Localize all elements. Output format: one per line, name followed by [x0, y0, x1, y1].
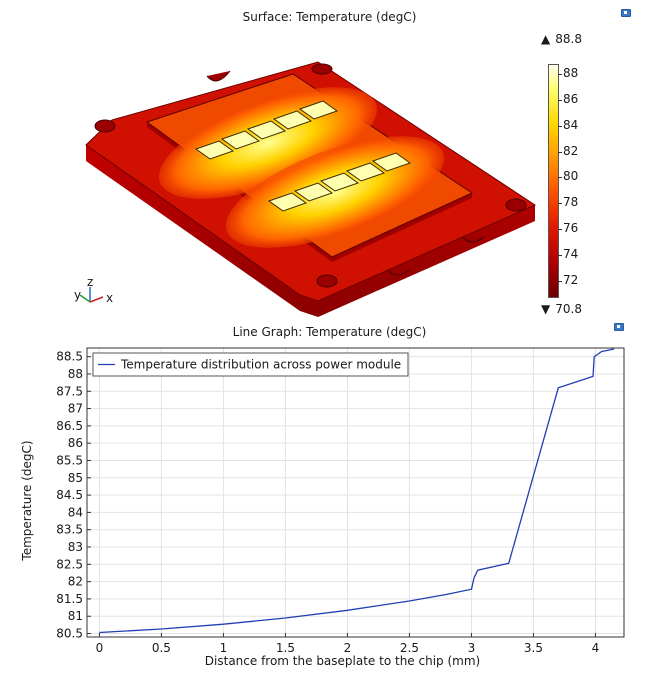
y-tick-label: 87	[68, 402, 83, 416]
y-tick-label: 81.5	[56, 592, 83, 606]
triad-x-label: x	[106, 291, 113, 305]
colorbar-min-value: 70.8	[555, 302, 582, 316]
x-tick-label: 2	[344, 641, 352, 655]
colorbar-tick-mark	[558, 100, 562, 101]
y-tick-label: 83	[68, 540, 83, 554]
y-tick-label: 82.5	[56, 557, 83, 571]
colorbar-tick-mark	[558, 152, 562, 153]
colorbar-tick-mark	[558, 281, 562, 282]
y-tick-label: 81	[68, 609, 83, 623]
edge-notch	[207, 71, 230, 81]
x-axis-label: Distance from the baseplate to the chip …	[205, 654, 480, 668]
colorbar-tick-label: 88	[563, 66, 578, 80]
x-tick-label: 4	[592, 641, 600, 655]
line-graph-title: Line Graph: Temperature (degC)	[0, 325, 659, 339]
line-chart: 0 0.5 1 1.5 2 2.5 3 3.5 4 80.5 81 81.5 82 82.5 83 83.5 8…	[0, 340, 659, 675]
colorbar-tick-mark	[558, 126, 562, 127]
colorbar-tick-label: 76	[563, 221, 578, 235]
y-tick-label: 88	[68, 367, 83, 381]
colorbar-tick-mark	[558, 74, 562, 75]
y-tick-label: 85	[68, 471, 83, 485]
triad-z-label: z	[87, 275, 93, 289]
colorbar-tick-label: 74	[563, 247, 578, 261]
colorbar-tick-label: 80	[563, 169, 578, 183]
y-tick-label: 86	[68, 436, 83, 450]
surface-plot-render: z x y	[0, 25, 540, 345]
colorbar-tick-label: 82	[563, 144, 578, 158]
legend-entry-label: Temperature distribution across power mo…	[120, 358, 401, 372]
mounting-hole	[95, 120, 115, 132]
x-tick-label: 1.5	[276, 641, 295, 655]
colorbar-tick-mark	[558, 177, 562, 178]
y-tick-label: 87.5	[56, 384, 83, 398]
y-tick-label: 82	[68, 575, 83, 589]
x-tick-label: 2.5	[400, 641, 419, 655]
colorbar-tick-label: 86	[563, 92, 578, 106]
y-tick-label: 88.5	[56, 350, 83, 364]
x-tick-label: 0.5	[152, 641, 171, 655]
surface-plot-title: Surface: Temperature (degC)	[0, 10, 659, 24]
colorbar-tick-mark	[558, 229, 562, 230]
mounting-hole	[312, 64, 332, 74]
colorbar-tick-mark	[558, 255, 562, 256]
colorbar-tick-label: 84	[563, 118, 578, 132]
axes-triad: z x y	[74, 275, 113, 305]
plot-options-icon[interactable]	[614, 323, 624, 331]
y-tick-label: 84.5	[56, 488, 83, 502]
colorbar-min: ▼ 70.8	[541, 302, 582, 316]
y-tick-label: 86.5	[56, 419, 83, 433]
y-tick-label: 84	[68, 505, 83, 519]
triad-y-label: y	[74, 288, 81, 302]
x-tick-label: 3	[468, 641, 476, 655]
colorbar-tick-label: 72	[563, 273, 578, 287]
colorbar-max-value: 88.8	[555, 32, 582, 46]
y-tick-label: 80.5	[56, 627, 83, 641]
colorbar-max: ▲ 88.8	[541, 32, 582, 46]
plot-options-icon[interactable]	[621, 9, 631, 17]
x-tick-label: 1	[220, 641, 228, 655]
colorbar-tick-label: 78	[563, 195, 578, 209]
x-tick-label: 0	[96, 641, 104, 655]
y-tick-label: 83.5	[56, 523, 83, 537]
colorbar-tick-mark	[558, 203, 562, 204]
mounting-hole	[317, 275, 337, 287]
x-tick-label: 3.5	[524, 641, 543, 655]
y-axis-label: Temperature (degC)	[20, 440, 34, 561]
mounting-hole	[506, 199, 526, 211]
y-tick-label: 85.5	[56, 453, 83, 467]
